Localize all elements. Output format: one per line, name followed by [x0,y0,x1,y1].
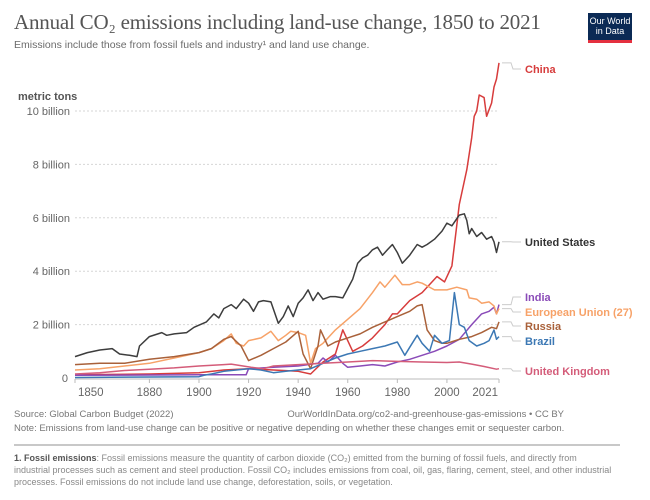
series-label-china[interactable]: China [525,64,556,76]
series-line-china[interactable] [74,62,500,376]
series-line-india[interactable] [74,304,500,377]
x-tick-label: 1850 [78,387,104,399]
series-labels: China United States India European Union (2… [502,62,633,378]
logo-line-1: Our World [589,16,631,26]
x-tick-label: 2021 [472,387,498,399]
x-tick-label: 1940 [285,387,311,399]
series-line-european-union-27[interactable] [74,274,500,371]
line-chart: metric tons 0 2 billion 4 billion 6 billion… [18,62,633,399]
series-line-united-states[interactable] [74,213,500,358]
series-label-european-union-27[interactable]: European Union (27) [525,307,633,319]
chart-title: Annual CO₂ emissions including land-use … [14,10,541,34]
label-connector [502,296,521,306]
y-tick-label: 8 billion [33,159,70,171]
footer-divider [14,444,620,446]
series-label-brazil[interactable]: Brazil [525,336,555,348]
logo-line-2: in Data [595,26,625,36]
source-text: Source: Global Carbon Budget (2022) [14,409,174,420]
y-tick-label: 2 billion [33,320,70,332]
x-tick-label: 1980 [385,387,411,399]
series-line-russia[interactable] [74,303,500,370]
note-text: Note: Emissions from land-use change can… [14,423,565,434]
series-label-united-kingdom[interactable]: United Kingdom [525,366,610,378]
y-axis-ticks: 0 2 billion 4 billion 6 billion 8 billion 10 … [27,106,70,385]
x-tick-label: 2000 [434,387,460,399]
source-url-link[interactable]: OurWorldInData.org/co2-and-greenhouse-ga… [287,409,564,420]
y-tick-label: 6 billion [33,213,70,225]
label-connector [502,308,521,313]
y-axis-label: metric tons [18,91,77,103]
series-line-brazil[interactable] [74,291,500,379]
series-label-india[interactable]: India [525,292,552,304]
series-line-united-kingdom[interactable] [74,359,500,375]
y-tick-label: 10 billion [27,106,70,118]
series-label-united-states[interactable]: United States [525,237,595,249]
footnote-text: : Fossil emissions measure the quantity … [14,453,612,487]
label-connector [502,321,521,327]
x-tick-label: 1900 [186,387,212,399]
series-label-russia[interactable]: Russia [525,321,562,333]
x-axis: 1850 1880 1900 1920 1940 1960 1980 2000 2021 [74,378,500,399]
x-tick-label: 1920 [236,387,262,399]
footnote-label: 1. Fossil emissions [14,453,97,463]
x-tick-label: 1960 [335,387,361,399]
owid-logo[interactable]: Our World in Data [588,13,632,43]
gridlines [75,110,499,326]
x-tick-label: 1880 [137,387,163,399]
label-connector [502,368,521,372]
label-connector [502,336,521,342]
chart-subtitle: Emissions include those from fossil fuel… [14,39,370,51]
series-lines [74,62,500,379]
y-tick-label: 0 [62,373,68,385]
footnote: 1. Fossil emissions: Fossil emissions me… [14,452,614,488]
y-tick-label: 4 billion [33,266,70,278]
label-connector [502,62,521,70]
